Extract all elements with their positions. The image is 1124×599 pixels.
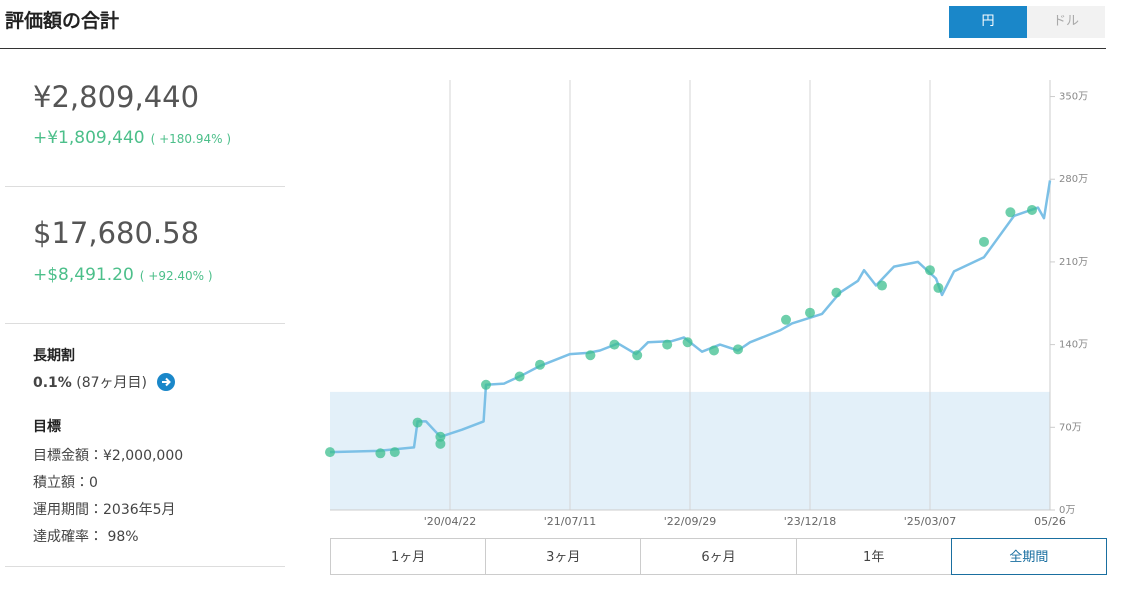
event-marker: [831, 287, 842, 298]
header-rule: [0, 48, 1106, 49]
event-marker: [877, 280, 887, 291]
page-title: 評価額の合計: [5, 10, 120, 32]
event-marker: [389, 447, 400, 458]
x-tick-label: '21/07/11: [544, 515, 596, 528]
x-tick-label: 05/26: [1034, 515, 1066, 528]
usd-total: $17,680.58: [33, 216, 200, 250]
divider: [5, 566, 285, 567]
goal-item: 積立額：0: [33, 475, 98, 491]
event-marker: [632, 350, 643, 361]
period-button[interactable]: 全期間: [950, 538, 1107, 575]
event-marker: [933, 282, 944, 293]
event-marker: [781, 314, 791, 325]
jpy-gain-value: +¥1,809,440: [33, 128, 145, 148]
goal-item: 達成確率： 98%: [33, 529, 139, 545]
usd-gain-value: +$8,491.20: [33, 265, 134, 285]
event-marker: [925, 265, 935, 276]
event-marker: [481, 379, 491, 390]
event-marker: [733, 344, 743, 355]
event-marker: [375, 448, 386, 459]
discount-link[interactable]: [157, 373, 176, 391]
event-marker: [535, 359, 545, 370]
event-marker: [1027, 204, 1037, 215]
x-tick-label: '20/04/22: [424, 515, 476, 528]
period-button[interactable]: 3ヶ月: [485, 538, 642, 575]
chart: '20/04/22 '21/07/11 '22/09/29 '23/12/18 '25/…: [325, 80, 1088, 528]
event-marker: [514, 371, 525, 382]
divider: [5, 323, 285, 324]
discount-label: 長期割: [33, 348, 75, 364]
period-button[interactable]: 1年: [795, 538, 952, 575]
event-marker: [435, 431, 446, 442]
divider: [5, 186, 285, 187]
discount-months: (87ヶ月目): [76, 375, 148, 391]
event-marker: [609, 339, 620, 350]
event-marker: [805, 307, 815, 318]
y-tick-label: 0万: [1059, 505, 1075, 516]
jpy-total: ¥2,809,440: [33, 80, 200, 114]
event-marker: [435, 438, 446, 449]
period-button[interactable]: 1ヶ月: [330, 538, 487, 575]
event-marker: [1005, 207, 1016, 218]
event-marker: [979, 236, 989, 247]
jpy-gain: +¥1,809,440 ( +180.94% ): [33, 128, 231, 148]
y-tick-label: 350万: [1059, 92, 1088, 103]
currency-yen[interactable]: 円: [949, 6, 1027, 38]
discount-rate: 0.1%: [33, 375, 72, 391]
y-tick-label: 210万: [1059, 257, 1088, 268]
y-tick-label: 70万: [1059, 422, 1082, 433]
x-tick-label: '23/12/18: [784, 515, 836, 528]
event-marker: [682, 337, 693, 348]
y-tick-label: 140万: [1059, 340, 1088, 351]
event-marker: [412, 417, 423, 428]
discount-line: 0.1% (87ヶ月目): [33, 372, 176, 392]
event-marker: [662, 339, 673, 350]
currency-usd[interactable]: ドル: [1027, 6, 1105, 38]
goal-label: 目標: [33, 419, 61, 435]
x-tick-label: '22/09/29: [664, 515, 716, 528]
event-marker: [325, 447, 335, 458]
jpy-gain-pct: ( +180.94% ): [150, 132, 232, 146]
event-marker: [585, 350, 596, 361]
x-tick-label: '25/03/07: [904, 515, 956, 528]
usd-gain: +$8,491.20 ( +92.40% ): [33, 265, 213, 285]
period-button[interactable]: 6ヶ月: [640, 538, 797, 575]
event-marker: [709, 345, 719, 356]
goal-item: 運用期間：2036年5月: [33, 502, 176, 518]
goal-item: 目標金額：¥2,000,000: [33, 448, 184, 464]
usd-gain-pct: ( +92.40% ): [139, 269, 213, 283]
y-tick-label: 280万: [1059, 174, 1088, 185]
